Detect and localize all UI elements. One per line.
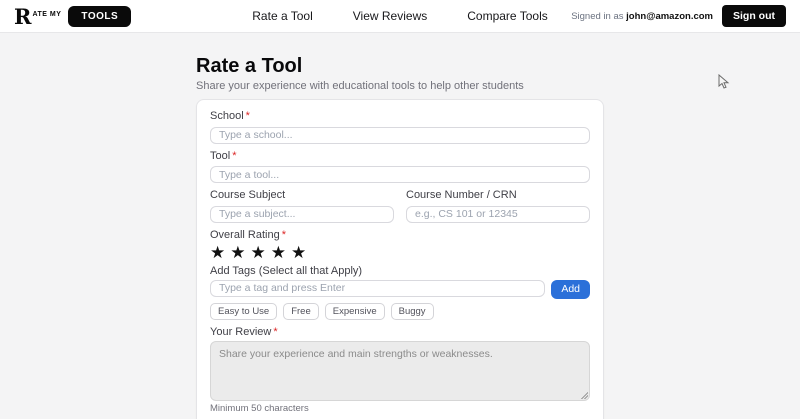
nav-rate-a-tool[interactable]: Rate a Tool [252,9,313,23]
logo-tools-badge: TOOLS [68,5,132,27]
course-subject-label: Course Subject [210,189,286,201]
review-textarea-wrap [210,340,590,401]
review-textarea[interactable] [210,340,590,401]
rate-my-tools-logo[interactable]: R ATE MY TOOLS [14,3,132,29]
header-right: Signed in as john@amazon.com Sign out [571,5,786,27]
sign-out-button[interactable]: Sign out [722,5,786,27]
star-icon-2[interactable]: ★ [230,242,246,262]
signed-in-status: Signed in as john@amazon.com [571,11,713,22]
required-asterisk: * [245,110,250,122]
page-container: Rate a Tool Share your experience with e… [196,55,604,419]
nav-view-reviews[interactable]: View Reviews [352,9,428,23]
minimum-characters-hint: Minimum 50 characters [210,402,309,414]
signed-in-prefix: Signed in as [571,10,627,22]
overall-rating-label-text: Overall Rating [210,228,280,241]
page-subtitle: Share your experience with educational t… [196,80,524,92]
course-number-field: Course Number / CRN [406,189,590,223]
chip-buggy[interactable]: Buggy [390,302,434,320]
tag-input-row: Add [210,279,590,299]
app-header: R ATE MY TOOLS Rate a Tool View Reviews … [0,0,800,33]
chip-expensive[interactable]: Expensive [324,302,385,320]
rate-tool-form-card: School* Tool* Course Subject Course Numb… [196,99,604,419]
logo-r-glyph: R [14,3,32,29]
logo-ate-my-text: ATE MY [32,10,62,18]
add-tag-button[interactable]: Add [551,279,590,299]
your-review-label-text: Your Review [210,325,272,338]
star-icon-4[interactable]: ★ [270,242,286,262]
required-asterisk: * [273,325,278,338]
school-label-text: School [210,110,244,122]
school-input[interactable] [210,126,590,144]
page-title: Rate a Tool [196,55,303,77]
school-field: School * [210,110,590,144]
star-rating: ★ ★ ★ ★ ★ [210,244,590,261]
required-asterisk: * [281,228,286,241]
chip-easy-to-use[interactable]: Easy to Use [210,302,278,320]
required-asterisk: * [232,149,237,162]
star-icon-5[interactable]: ★ [291,242,307,262]
course-subject-field: Course Subject [210,189,394,223]
overall-rating-label: Overall Rating * [210,229,590,241]
course-number-input[interactable] [406,205,590,223]
nav-compare-tools[interactable]: Compare Tools [467,9,548,23]
tag-chips: Easy to Use Free Expensive Buggy [210,302,590,320]
course-number-label: Course Number / CRN [406,189,517,201]
main-nav: Rate a Tool View Reviews Compare Tools [252,9,547,23]
tool-input[interactable] [210,166,590,183]
signed-in-email: john@amazon.com [626,10,713,22]
tool-label-text: Tool [210,149,231,162]
chip-free[interactable]: Free [283,302,319,320]
school-label: School * [210,110,590,122]
tool-field: Tool * [210,150,590,183]
tool-label: Tool * [210,150,590,162]
star-icon-3[interactable]: ★ [250,242,266,262]
your-review-label: Your Review * [210,326,590,338]
course-row: Course Subject Course Number / CRN [210,189,590,223]
course-subject-input[interactable] [210,205,394,223]
tag-input[interactable] [210,279,546,297]
star-icon-1[interactable]: ★ [210,242,226,262]
mouse-cursor-icon [718,74,730,89]
add-tags-label: Add Tags (Select all that Apply) [210,264,363,277]
